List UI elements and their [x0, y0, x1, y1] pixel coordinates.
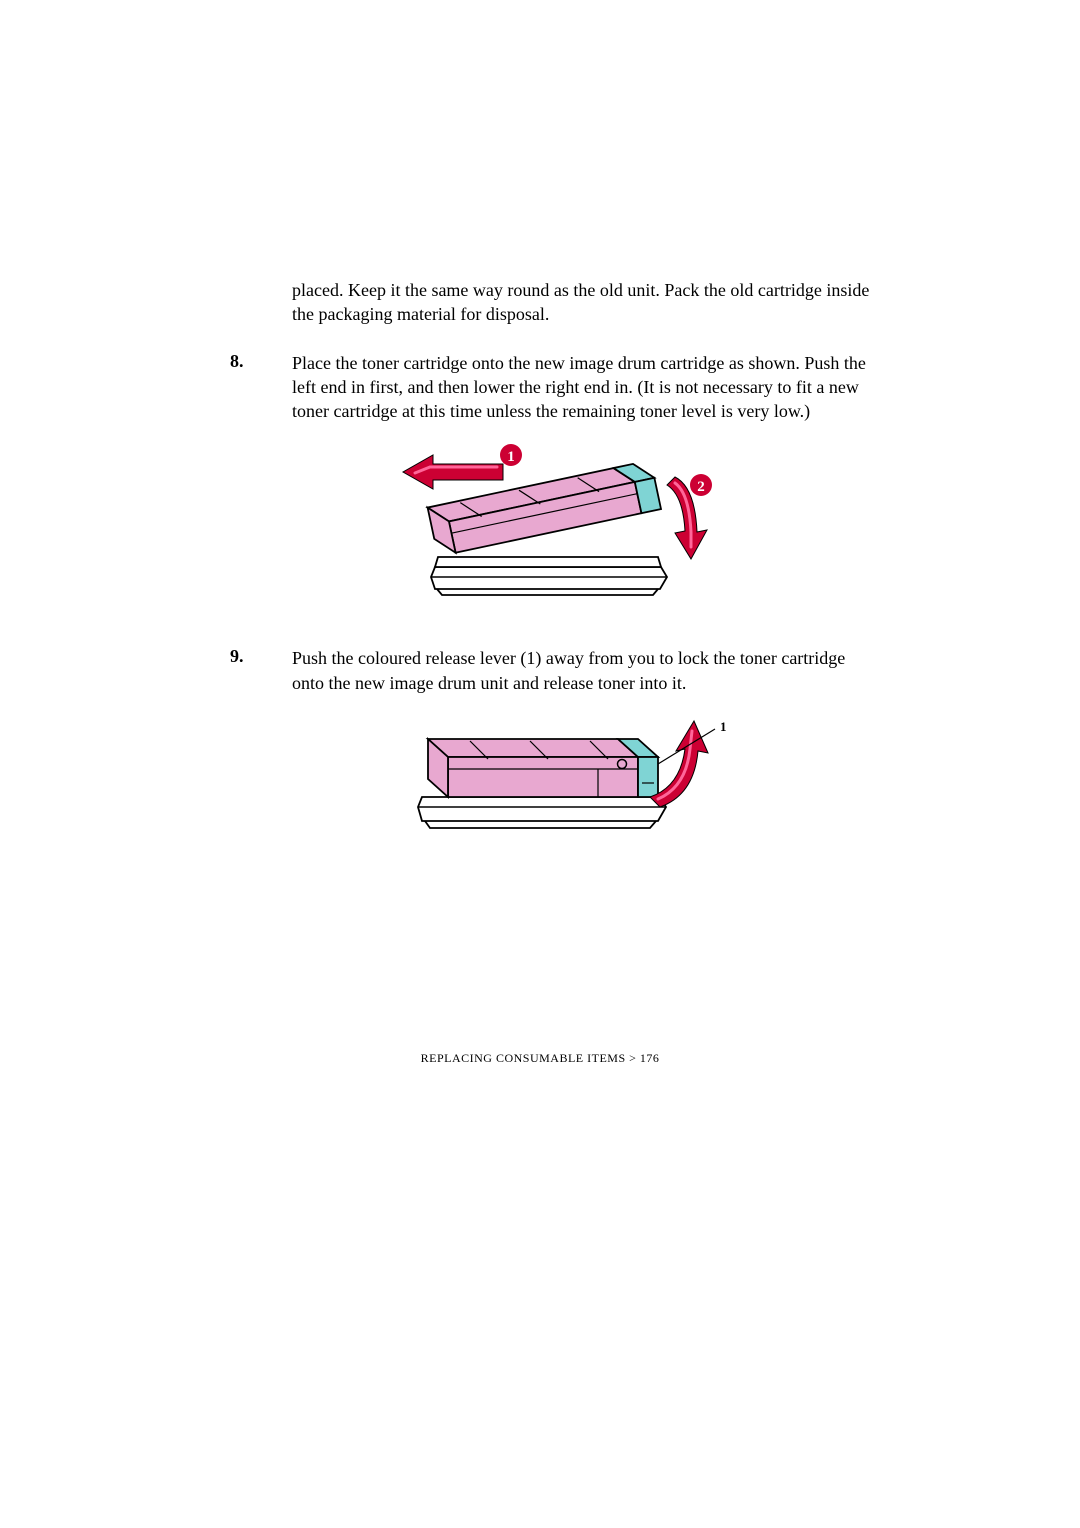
cartridge-insert-diagram: 1 2: [375, 437, 735, 617]
step-9: 9. Push the coloured release lever (1) a…: [230, 646, 880, 695]
base-tray-icon: [418, 797, 666, 828]
page-footer: REPLACING CONSUMABLE ITEMS > 176: [0, 1051, 1080, 1066]
base-tray-icon: [431, 557, 667, 595]
continuation-paragraph: placed. Keep it the same way round as th…: [292, 278, 880, 327]
toner-cartridge-seated-icon: [428, 739, 658, 797]
figure-2: 1: [230, 709, 880, 854]
step-number: 9.: [230, 646, 292, 695]
step-text: Place the toner cartridge onto the new i…: [292, 351, 880, 424]
svg-text:1: 1: [720, 719, 727, 734]
svg-text:2: 2: [697, 479, 705, 495]
page-content: placed. Keep it the same way round as th…: [230, 278, 880, 878]
arrow-left-icon: [403, 455, 503, 489]
lever-lock-diagram: 1: [370, 709, 740, 849]
step-text: Push the coloured release lever (1) away…: [292, 646, 880, 695]
step-number: 8.: [230, 351, 292, 424]
step-8: 8. Place the toner cartridge onto the ne…: [230, 351, 880, 424]
figure-1: 1 2: [230, 437, 880, 622]
callout-2-icon: 2: [690, 474, 712, 496]
callout-1-icon: 1: [500, 444, 522, 466]
svg-text:1: 1: [507, 449, 515, 465]
